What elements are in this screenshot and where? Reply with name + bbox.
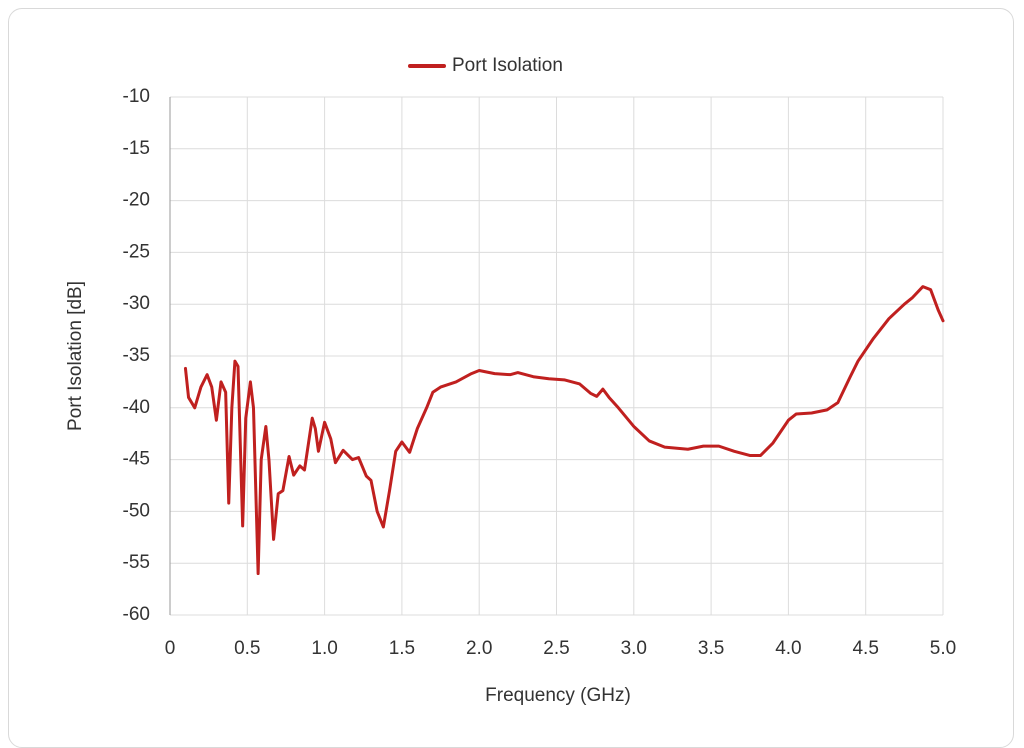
x-tick-label: 3.0: [621, 638, 647, 659]
x-tick-label: 2.5: [543, 638, 569, 659]
x-tick-label: 1.0: [311, 638, 337, 659]
y-tick-label: -55: [123, 552, 150, 573]
y-tick-label: -20: [123, 190, 150, 211]
x-tick-label: 0.5: [234, 638, 260, 659]
y-tick-label: -60: [123, 604, 150, 625]
y-tick-label: -40: [123, 397, 150, 418]
y-tick-label: -45: [123, 449, 150, 470]
legend-label: Port Isolation: [452, 55, 563, 76]
y-tick-label: -35: [123, 345, 150, 366]
x-tick-label: 2.0: [466, 638, 492, 659]
x-tick-label: 0: [165, 638, 176, 659]
y-tick-label: -30: [123, 293, 150, 314]
y-tick-label: -15: [123, 138, 150, 159]
x-tick-label: 1.5: [389, 638, 415, 659]
x-tick-label: 5.0: [930, 638, 956, 659]
y-tick-label: -10: [123, 86, 150, 107]
x-tick-label: 4.5: [852, 638, 878, 659]
x-tick-label: 3.5: [698, 638, 724, 659]
y-tick-label: -25: [123, 241, 150, 262]
y-axis-title: Port Isolation [dB]: [65, 281, 86, 431]
series-line: [183, 285, 945, 576]
x-tick-label: 4.0: [775, 638, 801, 659]
x-axis-title: Frequency (GHz): [485, 685, 631, 706]
y-tick-label: -50: [123, 500, 150, 521]
